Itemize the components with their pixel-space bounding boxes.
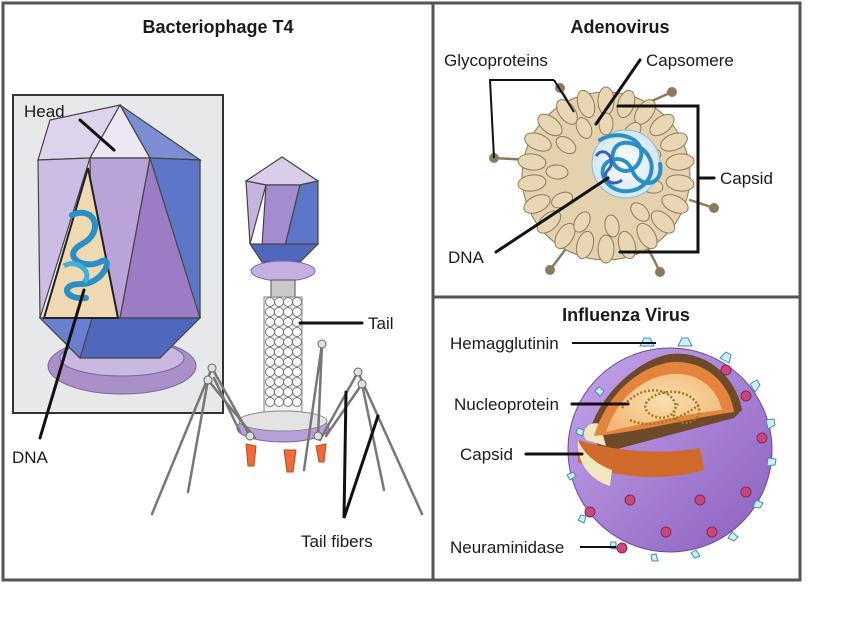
bacteriophage-title: Bacteriophage T4 <box>142 17 293 37</box>
head-leader-line <box>78 118 116 152</box>
nucleoprotein-label: Nucleoprotein <box>454 395 559 414</box>
neuraminidase-label: Neuraminidase <box>450 538 564 557</box>
influenza-virus-illustration <box>566 337 777 562</box>
phage-head-inset <box>12 94 224 414</box>
glycoproteins-leader-line-b <box>553 79 575 113</box>
adeno-capsid-label: Capsid <box>720 169 773 188</box>
bacteriophage-t4-illustration <box>150 156 424 516</box>
hemagglutinin-label: Hemagglutinin <box>450 334 559 353</box>
influenza-title: Influenza Virus <box>562 305 690 325</box>
adenovirus-title: Adenovirus <box>570 17 669 37</box>
capsomere-label: Capsomere <box>646 51 734 70</box>
glycoproteins-label: Glycoproteins <box>444 51 548 70</box>
head-label: Head <box>24 102 65 121</box>
tail-label: Tail <box>368 314 394 333</box>
capsomere-leader-line <box>594 58 642 126</box>
tail-fibers-leader-line <box>342 390 380 519</box>
tail-fibers-label: Tail fibers <box>301 532 373 551</box>
influenza-capsid-label: Capsid <box>460 445 513 464</box>
adeno-dna-leader-line <box>494 176 610 254</box>
adenovirus-illustration <box>489 83 719 277</box>
glycoproteins-leader-line-a <box>488 79 554 159</box>
phage-dna-leader-line <box>38 288 86 440</box>
phage-dna-label: DNA <box>12 448 49 467</box>
adeno-dna-label: DNA <box>448 248 485 267</box>
